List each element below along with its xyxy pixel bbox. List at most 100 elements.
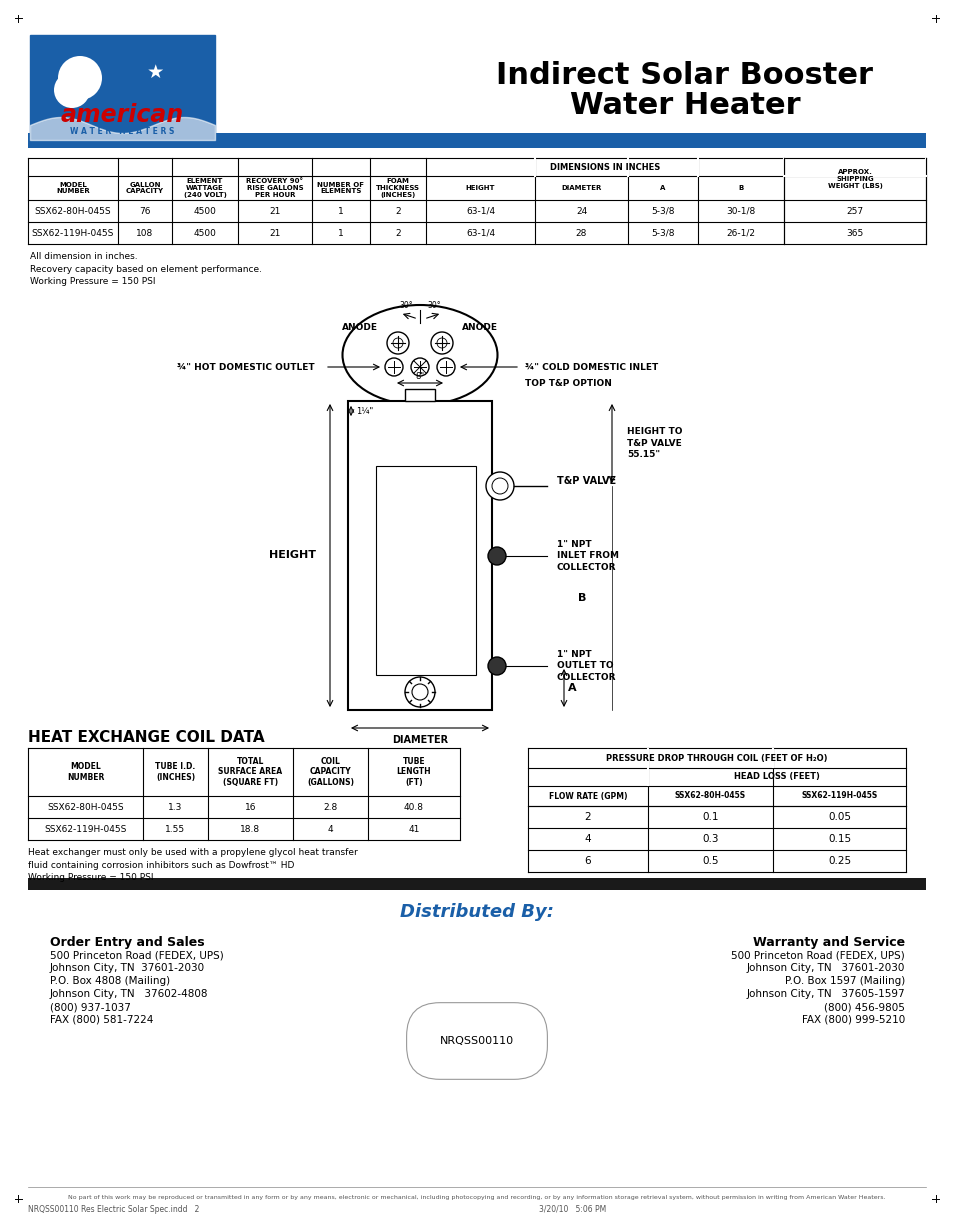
Text: 0.05: 0.05 — [827, 812, 850, 821]
Text: HEAT EXCHANGE COIL DATA: HEAT EXCHANGE COIL DATA — [28, 730, 264, 745]
Text: 4500: 4500 — [193, 229, 216, 237]
Text: RECOVERY 90°
RISE GALLONS
PER HOUR: RECOVERY 90° RISE GALLONS PER HOUR — [246, 178, 303, 197]
Text: Heat exchanger must only be used with a propylene glycol heat transfer
fluid con: Heat exchanger must only be used with a … — [28, 848, 357, 882]
Text: 30°: 30° — [427, 301, 440, 310]
Text: 63-1/4: 63-1/4 — [465, 207, 495, 215]
Text: SSX62-80H-045S: SSX62-80H-045S — [34, 207, 112, 215]
Text: 2: 2 — [395, 229, 400, 237]
Text: FAX (800) 999-5210: FAX (800) 999-5210 — [801, 1015, 904, 1025]
Text: 4: 4 — [584, 834, 591, 845]
Text: PRESSURE DROP THROUGH COIL (FEET OF H₂O): PRESSURE DROP THROUGH COIL (FEET OF H₂O) — [605, 753, 827, 763]
Text: 21: 21 — [269, 229, 280, 237]
Text: TUBE
LENGTH
(FT): TUBE LENGTH (FT) — [396, 757, 431, 787]
Text: 4: 4 — [327, 824, 333, 834]
Text: 1.3: 1.3 — [168, 802, 182, 812]
Text: Johnson City, TN  37601-2030: Johnson City, TN 37601-2030 — [50, 963, 205, 974]
Text: W A T E R   H E A T E R S: W A T E R H E A T E R S — [70, 128, 174, 136]
Text: 0.3: 0.3 — [701, 834, 718, 845]
Text: All dimension in inches.
Recovery capacity based on element performance.
Working: All dimension in inches. Recovery capaci… — [30, 252, 262, 286]
Text: TOTAL
SURFACE AREA
(SQUARE FT): TOTAL SURFACE AREA (SQUARE FT) — [218, 757, 282, 787]
Circle shape — [436, 358, 455, 376]
Text: DIMENSIONS IN INCHES: DIMENSIONS IN INCHES — [549, 163, 659, 172]
Text: 500 Princeton Road (FEDEX, UPS): 500 Princeton Road (FEDEX, UPS) — [731, 950, 904, 960]
Text: 0.25: 0.25 — [827, 856, 850, 867]
Text: (800) 456-9805: (800) 456-9805 — [823, 1002, 904, 1013]
Text: Order Entry and Sales: Order Entry and Sales — [50, 936, 204, 949]
Text: 28: 28 — [576, 229, 587, 237]
Circle shape — [436, 338, 447, 348]
Text: DIAMETER: DIAMETER — [560, 185, 601, 191]
Text: FAX (800) 581-7224: FAX (800) 581-7224 — [50, 1015, 153, 1025]
Text: 365: 365 — [845, 229, 862, 237]
Text: ELEMENT
WATTAGE
(240 VOLT): ELEMENT WATTAGE (240 VOLT) — [183, 178, 226, 197]
Text: ANODE: ANODE — [341, 323, 377, 331]
Text: 24: 24 — [576, 207, 586, 215]
Text: A: A — [659, 185, 665, 191]
Text: SSX62-80H-045S: SSX62-80H-045S — [674, 791, 745, 801]
Circle shape — [488, 546, 505, 565]
Text: HEIGHT: HEIGHT — [269, 550, 316, 561]
Text: 2.8: 2.8 — [323, 802, 337, 812]
Text: P.O. Box 4808 (Mailing): P.O. Box 4808 (Mailing) — [50, 976, 170, 986]
Text: 1: 1 — [337, 229, 343, 237]
Text: 1" NPT
OUTLET TO
COLLECTOR: 1" NPT OUTLET TO COLLECTOR — [557, 650, 616, 682]
Text: 1¼": 1¼" — [355, 406, 373, 415]
Text: SSX62-119H-045S: SSX62-119H-045S — [801, 791, 877, 801]
Text: 21: 21 — [269, 207, 280, 215]
Text: 30-1/8: 30-1/8 — [725, 207, 755, 215]
Text: Warranty and Service: Warranty and Service — [752, 936, 904, 949]
Text: ★: ★ — [146, 62, 164, 82]
Text: B: B — [578, 593, 585, 602]
Text: 500 Princeton Road (FEDEX, UPS): 500 Princeton Road (FEDEX, UPS) — [50, 950, 224, 960]
Text: No part of this work may be reproduced or transmitted in any form or by any mean: No part of this work may be reproduced o… — [69, 1195, 884, 1200]
Text: 63-1/4: 63-1/4 — [465, 229, 495, 237]
Text: 41: 41 — [408, 824, 419, 834]
Text: 257: 257 — [845, 207, 862, 215]
Text: B: B — [738, 185, 742, 191]
Circle shape — [54, 72, 90, 108]
Text: 18.8: 18.8 — [240, 824, 260, 834]
Text: 1.55: 1.55 — [165, 824, 186, 834]
Polygon shape — [30, 35, 214, 140]
Text: HEIGHT: HEIGHT — [465, 185, 495, 191]
Text: 6: 6 — [584, 856, 591, 867]
Bar — [28, 877, 925, 890]
Circle shape — [393, 338, 402, 348]
Text: 40.8: 40.8 — [403, 802, 423, 812]
Text: SSX62-80H-045S: SSX62-80H-045S — [47, 802, 124, 812]
Bar — [28, 133, 925, 148]
Text: Johnson City, TN   37605-1597: Johnson City, TN 37605-1597 — [745, 989, 904, 999]
Text: 108: 108 — [136, 229, 153, 237]
Text: Johnson City, TN   37602-4808: Johnson City, TN 37602-4808 — [50, 989, 209, 999]
Circle shape — [488, 657, 505, 675]
Text: MODEL
NUMBER: MODEL NUMBER — [56, 181, 90, 195]
Text: HEIGHT TO
T&P VALVE
55.15": HEIGHT TO T&P VALVE 55.15" — [626, 427, 681, 459]
Text: 0.5: 0.5 — [701, 856, 718, 867]
Bar — [375, 466, 476, 675]
Text: ¾" COLD DOMESTIC INLET: ¾" COLD DOMESTIC INLET — [524, 363, 658, 371]
Text: 8": 8" — [415, 372, 424, 381]
Text: 2: 2 — [395, 207, 400, 215]
Text: T&P VALVE: T&P VALVE — [557, 476, 616, 486]
Text: Water Heater: Water Heater — [569, 90, 800, 119]
Circle shape — [412, 684, 428, 700]
Text: HEAD LOSS (FEET): HEAD LOSS (FEET) — [733, 773, 819, 781]
Circle shape — [58, 56, 102, 100]
Text: 1: 1 — [337, 207, 343, 215]
Text: Johnson City, TN   37601-2030: Johnson City, TN 37601-2030 — [746, 963, 904, 974]
Text: 16: 16 — [245, 802, 256, 812]
Text: Indirect Solar Booster: Indirect Solar Booster — [496, 61, 873, 90]
Text: 5-3/8: 5-3/8 — [651, 229, 674, 237]
Text: 76: 76 — [139, 207, 151, 215]
Text: 1" NPT
INLET FROM
COLLECTOR: 1" NPT INLET FROM COLLECTOR — [557, 540, 618, 572]
Text: 0.15: 0.15 — [827, 834, 850, 845]
Text: MODEL
NUMBER: MODEL NUMBER — [67, 762, 104, 781]
Text: TOP T&P OPTION: TOP T&P OPTION — [524, 378, 611, 387]
Bar — [348, 400, 492, 710]
Text: ANODE: ANODE — [461, 323, 497, 331]
Text: Distributed By:: Distributed By: — [399, 903, 554, 921]
Text: 26-1/2: 26-1/2 — [726, 229, 755, 237]
Circle shape — [431, 332, 453, 354]
Text: 5-3/8: 5-3/8 — [651, 207, 674, 215]
Text: NUMBER OF
ELEMENTS: NUMBER OF ELEMENTS — [317, 181, 364, 195]
